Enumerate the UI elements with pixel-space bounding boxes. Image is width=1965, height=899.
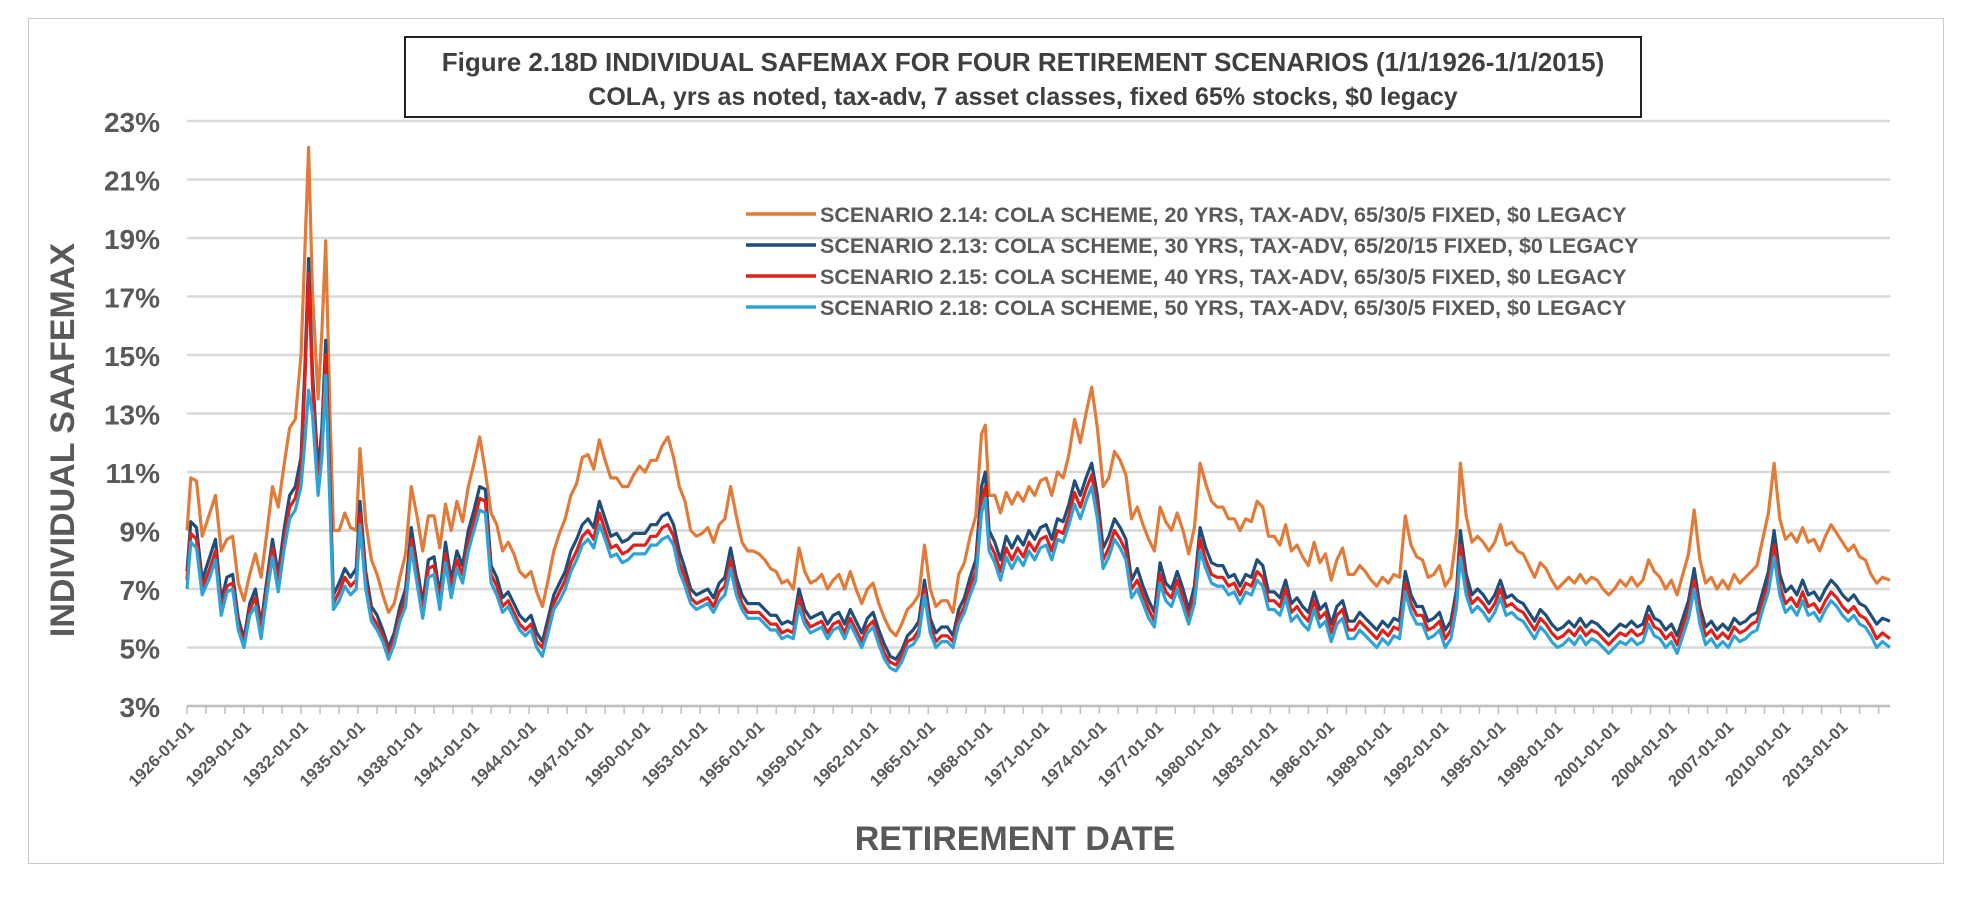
y-tick-label: 7%: [120, 575, 161, 606]
y-tick-label: 23%: [104, 107, 160, 138]
series-line-1: [185, 145, 1891, 638]
legend-label: SCENARIO 2.18: COLA SCHEME, 50 YRS, TAX-…: [820, 296, 1626, 320]
y-tick-label: 5%: [120, 634, 161, 665]
y-tick-label: 9%: [120, 517, 161, 548]
x-axis-label: RETIREMENT DATE: [855, 820, 1175, 858]
legend-label: SCENARIO 2.14: COLA SCHEME, 20 YRS, TAX-…: [820, 203, 1626, 227]
series-line-4: [185, 373, 1891, 673]
y-axis-label: INDIVIDUAL SAAFEMAX: [44, 243, 82, 637]
series-lines: [185, 145, 1891, 673]
y-tick-label: 3%: [120, 692, 161, 723]
chart-frame: [28, 18, 1944, 864]
y-tick-label: 11%: [106, 458, 161, 489]
chart-title: Figure 2.18D INDIVIDUAL SAFEMAX FOR FOUR…: [441, 47, 1605, 77]
legend-label: SCENARIO 2.15: COLA SCHEME, 40 YRS, TAX-…: [820, 265, 1626, 289]
chart-subtitle: COLA, yrs as noted, tax-adv, 7 asset cla…: [588, 83, 1458, 111]
series-line-3: [185, 271, 1891, 667]
legend: SCENARIO 2.14: COLA SCHEME, 20 YRS, TAX-…: [746, 203, 1638, 320]
series-line-2: [185, 256, 1891, 661]
y-tick-label: 13%: [104, 400, 160, 431]
y-tick-label: 21%: [104, 166, 160, 197]
chart-title-box: Figure 2.18D INDIVIDUAL SAFEMAX FOR FOUR…: [404, 36, 1642, 118]
y-axis-ticks: 3% 5% 7% 9% 11% 13% 15% 17% 19% 21% 23%: [104, 107, 160, 723]
legend-label: SCENARIO 2.13: COLA SCHEME, 30 YRS, TAX-…: [820, 234, 1638, 258]
y-tick-label: 17%: [104, 283, 160, 314]
x-axis: 1926-01-011929-01-011932-01-011935-01-01…: [125, 704, 1890, 791]
y-tick-label: 15%: [104, 341, 160, 372]
y-tick-label: 19%: [104, 224, 160, 255]
